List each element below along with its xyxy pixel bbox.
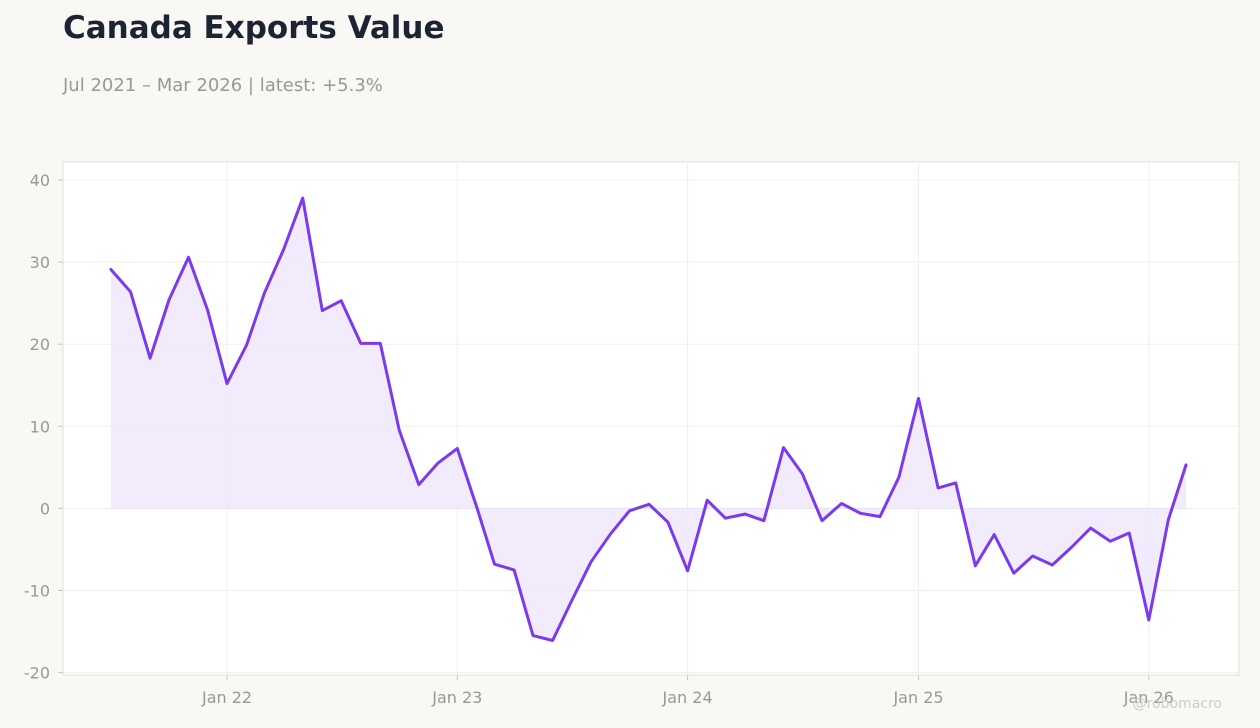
data-point-2023-08 — [590, 560, 593, 563]
data-point-2024-04 — [744, 513, 747, 516]
data-point-2025-06 — [1012, 572, 1015, 575]
data-point-2023-01 — [456, 447, 459, 450]
data-point-2025-07 — [1031, 555, 1034, 558]
data-point-2022-03 — [263, 292, 266, 295]
x-tick-label: Jan 24 — [662, 688, 713, 707]
data-point-2021-11 — [187, 256, 190, 259]
data-point-2023-12 — [667, 521, 670, 524]
data-point-2021-10 — [168, 298, 171, 301]
data-point-2022-11 — [417, 483, 420, 486]
data-point-2021-12 — [206, 308, 209, 311]
data-point-2022-02 — [245, 344, 248, 347]
chart-title: Canada Exports Value — [63, 10, 445, 46]
data-point-2025-09 — [1070, 546, 1073, 549]
data-point-2023-07 — [570, 600, 573, 603]
data-point-2021-09 — [149, 357, 152, 360]
y-tick-label: 20 — [30, 335, 50, 354]
data-point-2025-12 — [1128, 532, 1131, 535]
chart-subtitle: Jul 2021 – Mar 2026 | latest: +5.3% — [63, 75, 383, 96]
data-point-2021-08 — [129, 290, 132, 293]
x-tick-label: Jan 25 — [892, 688, 943, 707]
data-point-2022-01 — [226, 382, 229, 385]
data-point-2023-03 — [493, 563, 496, 566]
data-point-2025-11 — [1109, 540, 1112, 543]
data-point-2024-06 — [782, 446, 785, 449]
y-tick-label: -20 — [24, 664, 50, 683]
data-point-2024-09 — [840, 502, 843, 505]
watermark: @robomacro — [1132, 696, 1222, 712]
data-point-2025-04 — [974, 564, 977, 567]
data-point-2024-01 — [686, 569, 689, 572]
data-point-2023-06 — [551, 639, 554, 642]
data-point-2026-03 — [1185, 463, 1188, 466]
y-tick-label: 30 — [30, 253, 50, 272]
data-point-2023-10 — [628, 509, 631, 512]
x-tick-label: Jan 23 — [431, 688, 482, 707]
data-point-2022-05 — [301, 197, 304, 200]
series-line — [109, 196, 1188, 642]
data-point-2022-07 — [340, 299, 343, 302]
data-point-2026-02 — [1167, 518, 1170, 521]
x-tick-label: Jan 22 — [201, 688, 252, 707]
data-point-2023-05 — [532, 634, 535, 637]
data-point-2025-08 — [1051, 564, 1054, 567]
data-point-2024-08 — [821, 519, 824, 522]
data-point-2024-03 — [724, 517, 727, 520]
y-tick-label: 40 — [30, 171, 50, 190]
data-point-2025-01 — [917, 397, 920, 400]
data-point-2023-02 — [475, 506, 478, 509]
data-point-2025-10 — [1089, 527, 1092, 530]
data-point-2022-08 — [359, 342, 362, 345]
data-point-2022-10 — [398, 429, 401, 432]
data-point-2025-02 — [937, 486, 940, 489]
data-point-2023-11 — [648, 503, 651, 506]
y-tick-label: 10 — [30, 417, 50, 436]
data-point-2021-07 — [109, 268, 112, 271]
data-point-2025-03 — [954, 481, 957, 484]
data-point-2022-09 — [379, 342, 382, 345]
x-tick-label: Jan 26 — [1123, 688, 1174, 707]
data-point-2024-10 — [859, 512, 862, 515]
y-axis-ticks: -20 -10 0 10 20 30 40 — [24, 171, 63, 683]
data-point-2024-07 — [801, 472, 804, 475]
data-point-2023-04 — [513, 568, 516, 571]
data-point-2024-05 — [762, 519, 765, 522]
y-tick-label: 0 — [40, 499, 50, 518]
data-point-2022-04 — [282, 248, 285, 251]
x-axis-ticks: Jan 22 Jan 23 Jan 24 Jan 25 Jan 26 — [201, 675, 1174, 707]
data-point-2025-05 — [993, 533, 996, 536]
data-point-2022-06 — [321, 309, 324, 312]
data-point-2023-09 — [609, 532, 612, 535]
y-tick-label: -10 — [24, 581, 50, 600]
data-point-2024-11 — [879, 515, 882, 518]
data-point-2024-02 — [706, 499, 709, 502]
data-point-2022-12 — [436, 462, 439, 465]
data-point-2024-12 — [897, 476, 900, 479]
data-point-2026-01 — [1147, 619, 1150, 622]
series-area-fill — [110, 198, 1186, 641]
